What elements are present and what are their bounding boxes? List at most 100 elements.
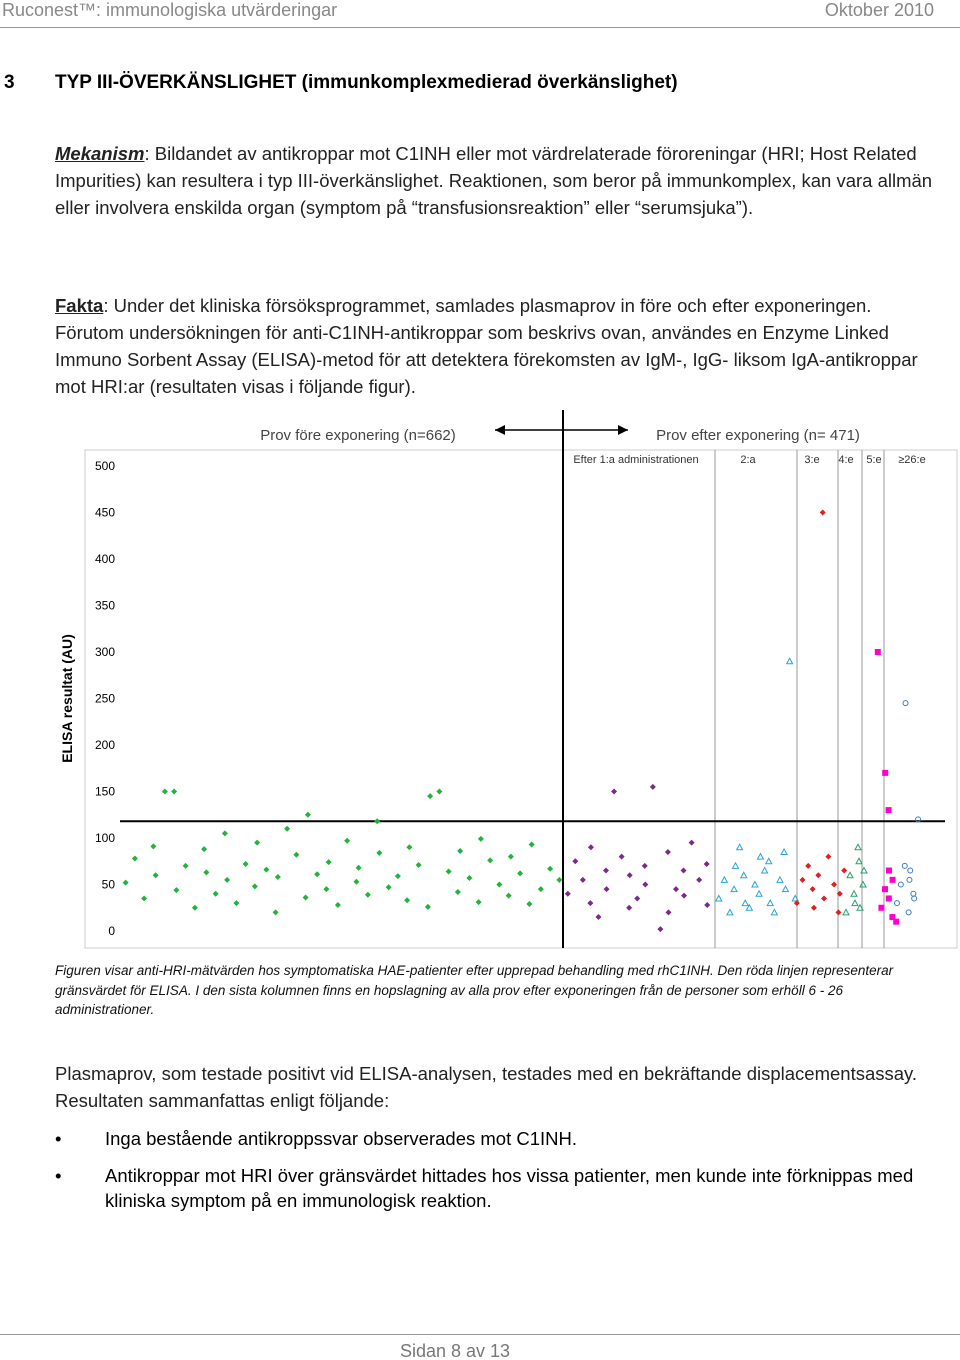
point [221,830,228,837]
point [745,903,754,911]
point [454,888,461,895]
point [664,848,671,855]
header-date: Oktober 2010 [824,0,934,20]
heading-number: 3 [4,72,15,93]
point [696,876,703,883]
point [819,509,826,516]
point [344,837,351,844]
point [893,900,900,907]
point [859,880,867,888]
point [603,867,609,874]
point [595,914,602,921]
after-label: Prov efter exponering (n= 471) [656,427,860,444]
point [427,793,434,800]
point [886,867,892,874]
y-tick-label: 300 [95,645,115,659]
point [572,858,579,865]
bullet: • Antikroppar mot HRI över gränsvärdet hi… [55,1165,914,1211]
point [821,895,827,902]
point [415,861,422,868]
point [304,811,311,818]
point [445,868,452,875]
point [889,876,896,883]
point [274,874,281,881]
y-tick-label: 200 [95,738,115,752]
point [665,909,672,916]
point [764,857,773,865]
point [272,909,279,916]
footer-rule [0,1334,960,1335]
y-tick-label: 0 [108,924,115,938]
point [730,885,738,893]
point [537,886,544,893]
column-label: ≥26:e [898,454,925,466]
point [882,886,888,893]
point [182,862,189,869]
paragraph: Plasmaprov, som testade positivt vid ELI… [55,1063,918,1111]
point [212,890,219,897]
point [201,846,208,853]
point [907,867,914,874]
point [831,881,838,888]
point [882,769,889,776]
point [781,885,790,893]
point [846,871,854,879]
point [766,899,775,907]
point [374,818,381,825]
paragraph: Fakta: Under det kliniska försöksprogram… [55,292,945,400]
point [626,904,633,911]
point [809,886,816,893]
point [161,788,168,795]
point [173,887,180,894]
point [889,914,896,921]
point [122,879,129,886]
point [915,816,922,823]
text: : Under det kliniska försöksprogrammet, … [55,295,918,397]
y-tick-label: 400 [95,552,115,566]
paragraph: Mekanism: Bildandet av antikroppar mot C… [55,140,945,221]
point [657,926,664,933]
point [587,900,594,907]
point [776,875,784,883]
point [905,909,912,916]
point [641,862,648,869]
point [579,876,586,883]
point [385,884,392,891]
point [618,853,625,860]
point [893,918,900,925]
point [673,886,679,893]
point [720,875,729,883]
point [477,835,484,842]
point [233,900,240,907]
point [505,892,512,899]
point [785,657,794,665]
point [152,872,159,879]
point [885,807,892,814]
text: : Bildandet av antikroppar mot C1INH ell… [55,143,933,218]
point [457,848,464,855]
point [851,899,859,907]
point [815,872,822,879]
point [191,904,198,911]
point [649,783,656,790]
point [394,873,401,880]
footer: Sidan 8 av 13 [399,1341,511,1360]
y-tick-label: 350 [95,599,115,613]
point [751,880,759,888]
point [878,904,885,911]
point [556,876,563,883]
point [836,890,843,897]
point [703,861,710,868]
point [364,891,371,898]
point [874,649,881,655]
plot-frame [84,449,958,949]
point [855,857,863,865]
point [860,866,868,874]
point [856,903,864,911]
point [406,844,413,851]
bullet-text: Inga bestående antikroppssvar observerad… [105,1128,578,1149]
point [466,874,473,881]
point [323,886,330,893]
point [704,901,711,908]
point [242,861,249,868]
